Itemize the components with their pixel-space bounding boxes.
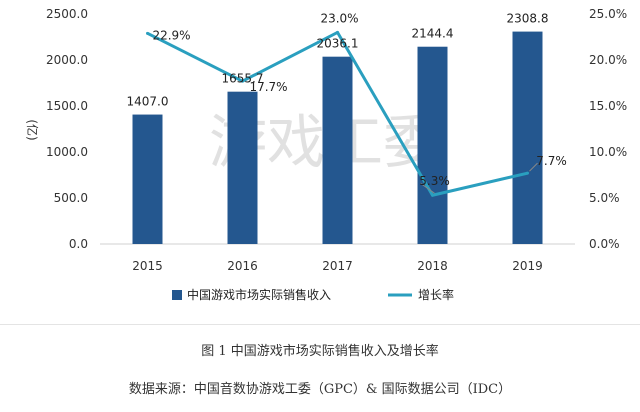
y2-tick-label: 0.0% [589,237,620,251]
x-tick-label: 2016 [227,259,258,273]
line-label-leader [420,182,435,194]
line-value-label: 5.3% [419,174,450,188]
growth-point-2015 [146,31,149,35]
bar-2015 [132,114,163,244]
y-tick-label: 500.0 [54,191,88,205]
x-tick-label: 2019 [512,259,543,273]
bar-2016 [227,91,258,244]
line-label-leader [529,162,538,172]
y-tick-label: 0.0 [69,237,88,251]
y-tick-label: 1500.0 [46,99,88,113]
y2-tick-label: 10.0% [589,145,627,159]
bar-value-label: 1407.0 [127,95,169,109]
growth-point-2017 [336,30,339,34]
y2-tick-label: 25.0% [589,7,627,21]
x-tick-label: 2015 [132,259,163,273]
line-value-label: 7.7% [536,154,567,168]
bar-value-label: 2036.1 [317,37,359,51]
bar-value-label: 2308.8 [507,12,549,26]
line-value-label: 23.0% [320,11,358,25]
source-note: 数据来源：中国音数协游戏工委（GPC）& 国际数据公司（IDC） [128,382,512,397]
x-tick-label: 2017 [322,259,353,273]
x-tick-label: 2018 [417,259,448,273]
growth-point-2016 [241,79,244,83]
y-tick-label: 2000.0 [46,53,88,67]
bar-2018 [417,46,448,245]
y2-tick-label: 15.0% [589,99,627,113]
growth-point-2019 [526,171,529,175]
line-value-label: 17.7% [249,80,287,94]
bar-value-label: 2144.4 [412,27,454,41]
bar-value-label: 1655.7 [222,72,264,86]
y2-tick-label: 5.0% [589,191,620,205]
line-value-label: 22.9% [152,28,190,42]
growth-point-2018 [431,193,434,197]
bar-2019 [512,31,543,245]
figure-caption: 图 1 中国游戏市场实际销售收入及增长率 [201,344,439,359]
y-tick-label: 1000.0 [46,145,88,159]
legend-label-line: 增长率 [418,287,454,302]
legend-swatch-bar [172,290,182,300]
y2-tick-label: 20.0% [589,53,627,67]
y-axis-label: (亿) [25,119,40,140]
legend-label-bar: 中国游戏市场实际销售收入 [187,287,331,302]
bar-2017 [322,56,353,244]
y-tick-label: 2500.0 [46,7,88,21]
